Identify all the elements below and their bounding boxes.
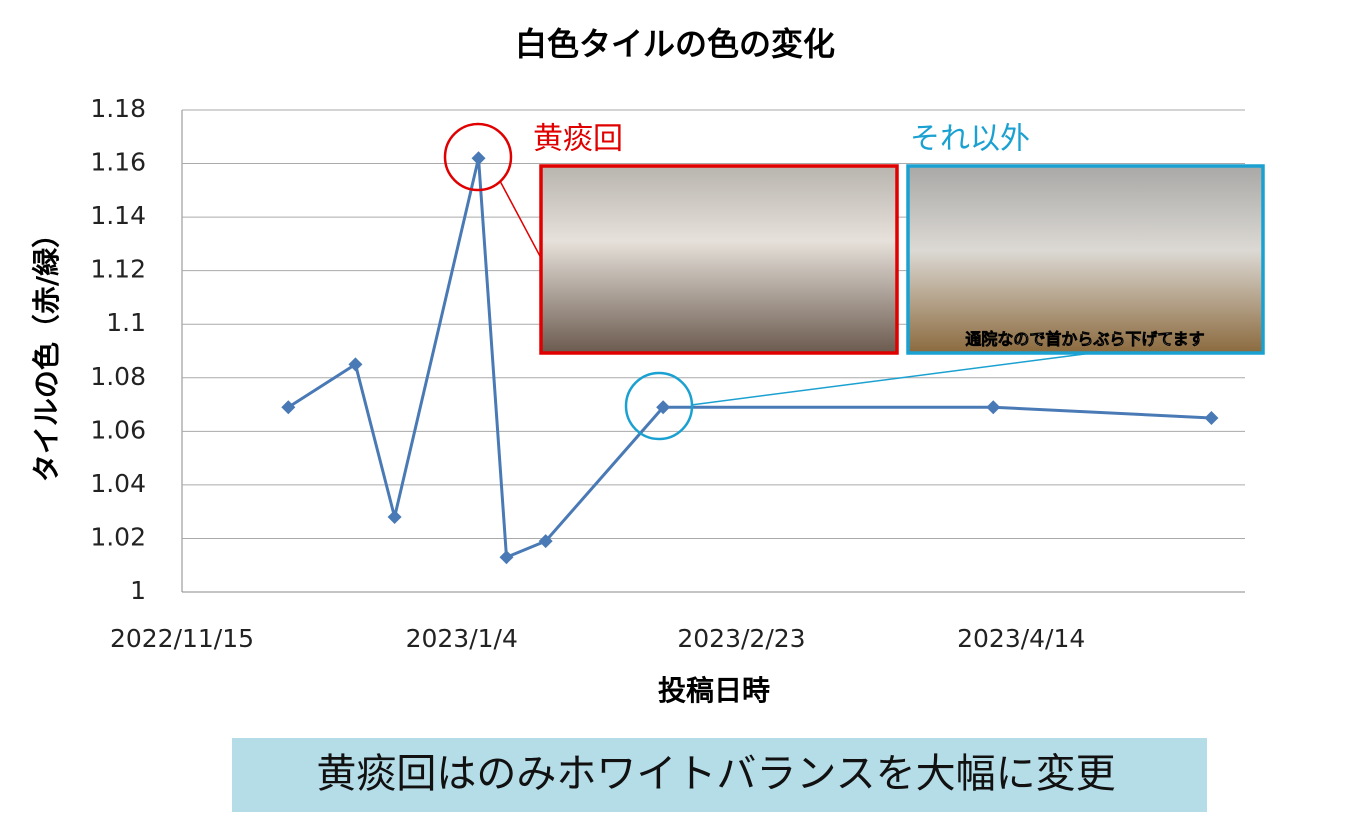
data-point [538, 534, 553, 549]
annotation-highlight: 黄痰回 [533, 122, 623, 157]
photo-caption: 通院なので首からぶら下げてます [965, 330, 1204, 349]
conclusion-box [232, 738, 1207, 812]
connector [690, 351, 1101, 406]
other-circle [624, 371, 694, 441]
x-tick-label: 2023/2/23 [677, 624, 805, 653]
y-tick-label: 1.12 [90, 255, 146, 284]
y-tick-label: 1.06 [90, 415, 146, 444]
data-point [348, 357, 363, 372]
data-point [387, 510, 402, 525]
photo-highlight [539, 164, 899, 355]
data-point [986, 400, 1001, 415]
highlight-circle [443, 122, 513, 192]
y-axis-label: タイルの色（赤/緑） [30, 220, 63, 482]
annotation-other: それ以外 [910, 122, 1030, 157]
x-axis-label: 投稿日時 [658, 674, 770, 707]
data-point [281, 400, 296, 415]
data-point [499, 550, 514, 565]
y-tick-label: 1.02 [90, 522, 146, 551]
x-tick-label: 2022/11/15 [110, 624, 254, 653]
x-tick-label: 2023/1/4 [406, 624, 518, 653]
y-tick-label: 1 [130, 576, 146, 605]
y-tick-label: 1.1 [106, 308, 146, 337]
y-tick-label: 1.18 [90, 94, 146, 123]
y-tick-label: 1.16 [90, 148, 146, 177]
y-tick-label: 1.14 [90, 201, 146, 230]
data-point [656, 400, 671, 415]
y-tick-label: 1.04 [90, 469, 146, 498]
connector [499, 180, 542, 259]
photo-other [906, 164, 1265, 355]
conclusion: 黄痰回はのみホワイトバランスを大幅に変更 [316, 751, 1115, 797]
data-point [471, 151, 486, 166]
y-tick-label: 1.08 [90, 362, 146, 391]
x-tick-label: 2023/4/14 [957, 624, 1085, 653]
chart-title: 白色タイルの色の変化 [515, 25, 835, 63]
data-point [1204, 410, 1219, 425]
